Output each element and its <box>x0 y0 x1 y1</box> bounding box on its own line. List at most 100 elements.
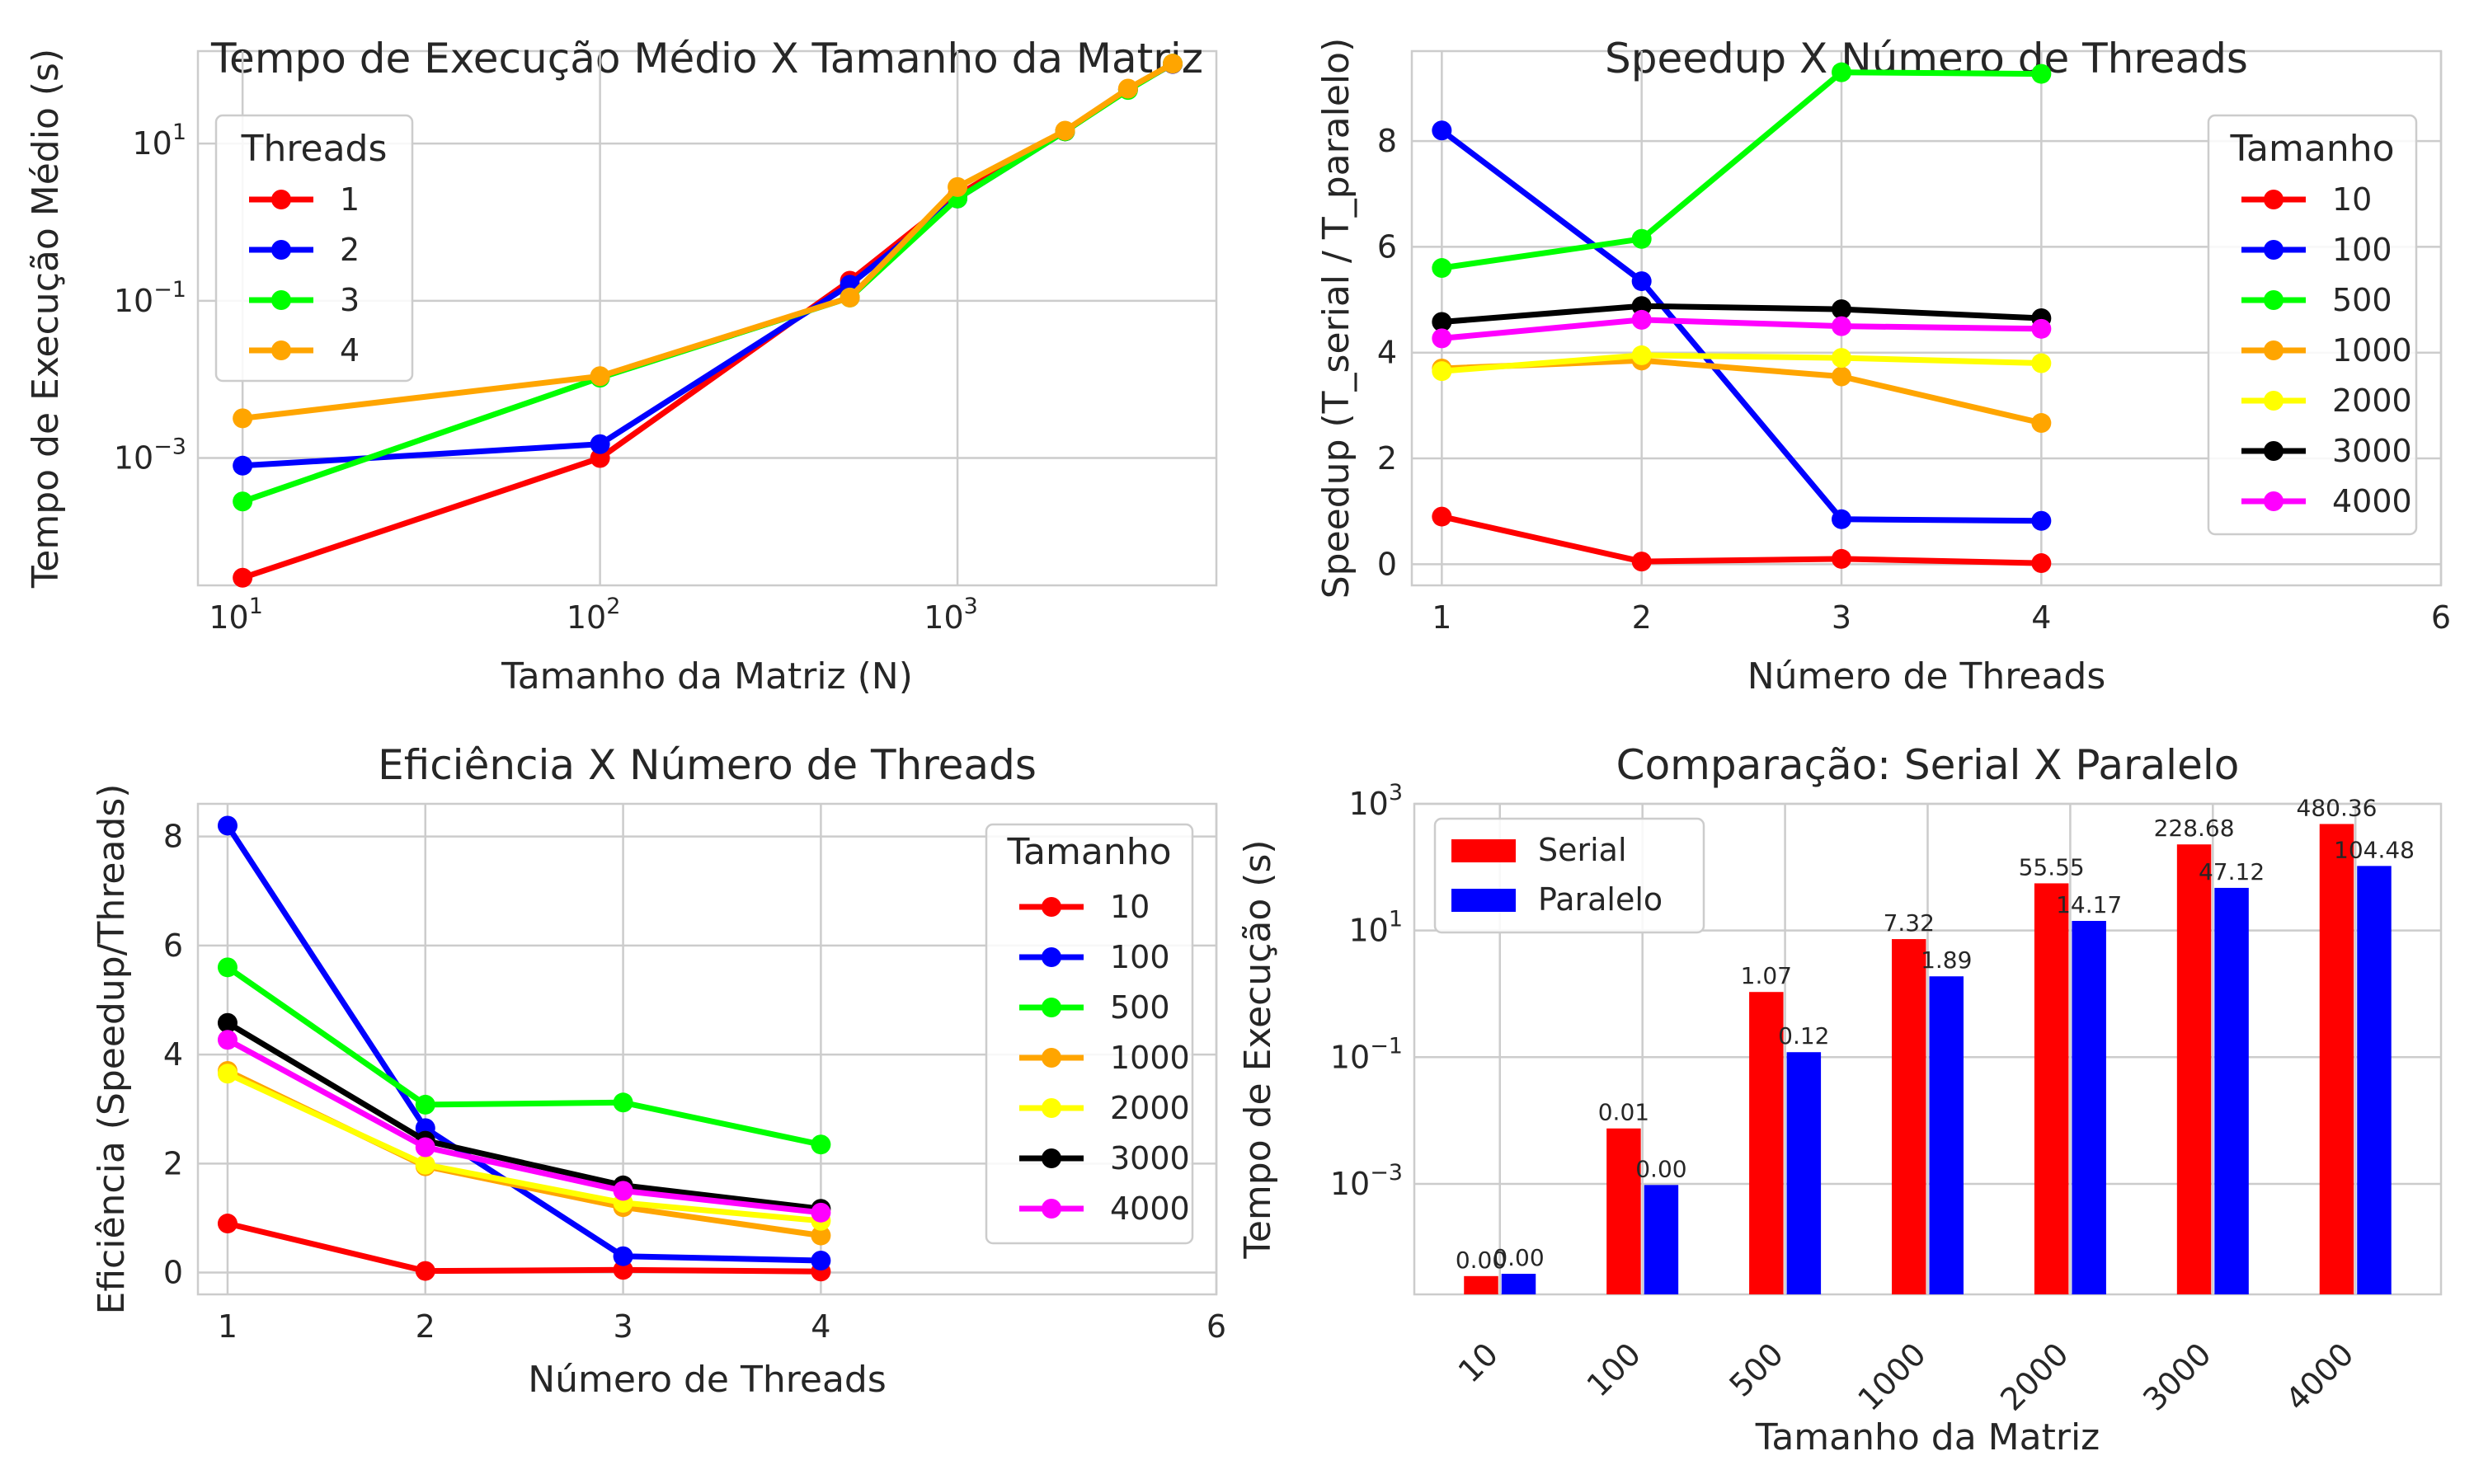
x-axis-label: Número de Threads <box>528 1359 887 1401</box>
y-tick-label: 4 <box>1377 335 1397 371</box>
x-tick-label: 3000 <box>2136 1336 2218 1418</box>
y-tick-label: 8 <box>163 819 183 855</box>
data-point <box>2031 553 2052 574</box>
x-axis-label: Tamanho da Matriz (N) <box>501 655 913 697</box>
x-tick-label: 1 <box>1432 599 1451 636</box>
series-500 <box>1432 62 2052 279</box>
data-point <box>217 1030 238 1050</box>
series-line <box>1438 352 2044 374</box>
data-point <box>1631 345 1652 365</box>
y-tick-label: 2 <box>1377 440 1397 477</box>
data-point <box>2031 318 2052 339</box>
bar-value-label: 1.89 <box>1921 946 1972 974</box>
series-line <box>1438 69 2044 271</box>
x-axis-label: Tamanho da Matriz <box>1755 1416 2100 1458</box>
series-100 <box>1432 120 2052 531</box>
data-point <box>217 957 238 978</box>
data-point <box>415 1154 435 1175</box>
data-point <box>1432 258 1452 279</box>
bar-value-label: 104.48 <box>2334 836 2415 863</box>
x-tick-label: 4000 <box>2279 1336 2361 1418</box>
x-tick-label: 3 <box>613 1308 633 1345</box>
y-axis-label: Speedup (T_serial / T_paralelo) <box>1315 38 1357 599</box>
data-point <box>217 1214 238 1234</box>
legend-entry-label: 100 <box>1110 939 1170 975</box>
bar <box>2176 844 2212 1294</box>
legend-swatch-marker <box>2264 190 2284 209</box>
legend-swatch-marker <box>271 340 291 360</box>
series-line <box>1438 127 2044 524</box>
data-point <box>415 1261 435 1281</box>
bar <box>1929 976 1964 1294</box>
y-tick-label: 10−3 <box>1330 1160 1403 1202</box>
bar <box>1464 1275 1498 1294</box>
legend-swatch-marker <box>2264 290 2284 310</box>
legend-swatch-marker <box>2264 340 2284 360</box>
data-point <box>1832 366 1852 387</box>
legend-swatch-marker <box>1042 1148 1061 1168</box>
data-point <box>2031 353 2052 373</box>
y-tick-label: 0 <box>1377 546 1397 582</box>
data-point <box>1832 299 1852 320</box>
chart-0: Tempo de Execução Médio X Tamanho da Mat… <box>25 35 1218 697</box>
bar <box>1892 939 1926 1294</box>
data-point <box>590 434 610 454</box>
x-tick-label: 103 <box>924 594 978 636</box>
data-point <box>590 448 610 468</box>
legend-entry-label: 1000 <box>1110 1040 1190 1076</box>
data-point <box>1832 348 1852 369</box>
data-point <box>811 1225 831 1246</box>
data-point <box>811 1134 831 1155</box>
y-tick-label: 103 <box>1348 780 1403 822</box>
legend-swatch-marker <box>2264 491 2284 511</box>
bar <box>1606 1128 1641 1294</box>
data-point <box>415 1137 435 1158</box>
legend-swatch-marker <box>2264 240 2284 260</box>
x-tick-label: 102 <box>567 594 621 636</box>
data-point <box>217 1064 238 1084</box>
series-line <box>1438 514 2044 566</box>
series-line <box>224 1220 824 1275</box>
x-tick-label: 2 <box>1632 599 1652 636</box>
legend-entry-label: 2000 <box>2332 383 2412 419</box>
x-axis-label: Número de Threads <box>1747 655 2106 697</box>
legend: Tamanho 10 100 500 1000 2000 3000 4000 <box>985 823 1194 1245</box>
y-tick-label: 101 <box>132 120 186 162</box>
y-axis-label: Tempo de Execução (s) <box>1237 839 1279 1259</box>
y-tick-label: 2 <box>163 1145 183 1181</box>
x-tick-label: 100 <box>1580 1336 1648 1403</box>
bar-value-label: 0.01 <box>1598 1099 1649 1126</box>
legend-entry-label: 1000 <box>2332 332 2412 369</box>
legend-entry-label: 10 <box>1110 889 1150 925</box>
chart-title: Eficiência X Número de Threads <box>378 741 1037 789</box>
y-tick-label: 6 <box>1377 228 1397 265</box>
legend-entry-label: 500 <box>1110 989 1170 1026</box>
y-tick-label: 0 <box>163 1255 183 1291</box>
x-tick-label: 3 <box>1832 599 1851 636</box>
data-point <box>1432 312 1452 332</box>
legend-entry-label: 10 <box>2332 181 2372 218</box>
data-point <box>233 408 253 429</box>
x-tick-label: 2000 <box>1993 1336 2076 1418</box>
y-tick-label: 10−1 <box>1330 1033 1403 1075</box>
legend-entry-label: 3000 <box>2332 433 2412 469</box>
y-axis-label: Eficiência (Speedup/Threads) <box>91 784 133 1315</box>
legend-swatch-marker <box>2264 391 2284 411</box>
x-tick-label: 1 <box>218 1308 238 1345</box>
series-line <box>224 822 824 1264</box>
bar-value-label: 0.12 <box>1778 1022 1829 1050</box>
chart-title: Tempo de Execução Médio X Tamanho da Mat… <box>210 35 1203 82</box>
data-point <box>1055 120 1075 141</box>
series-line <box>224 1070 824 1224</box>
legend-swatch-marker <box>1042 998 1061 1017</box>
data-point <box>1432 506 1452 527</box>
bar <box>2357 866 2392 1294</box>
data-point <box>613 1092 633 1113</box>
legend-title: Tamanho <box>2229 128 2394 170</box>
series-4000 <box>217 1030 831 1223</box>
data-point <box>2031 510 2052 531</box>
bar-value-label: 0.00 <box>1456 1247 1507 1274</box>
data-point <box>613 1260 633 1280</box>
data-point <box>2031 413 2052 434</box>
